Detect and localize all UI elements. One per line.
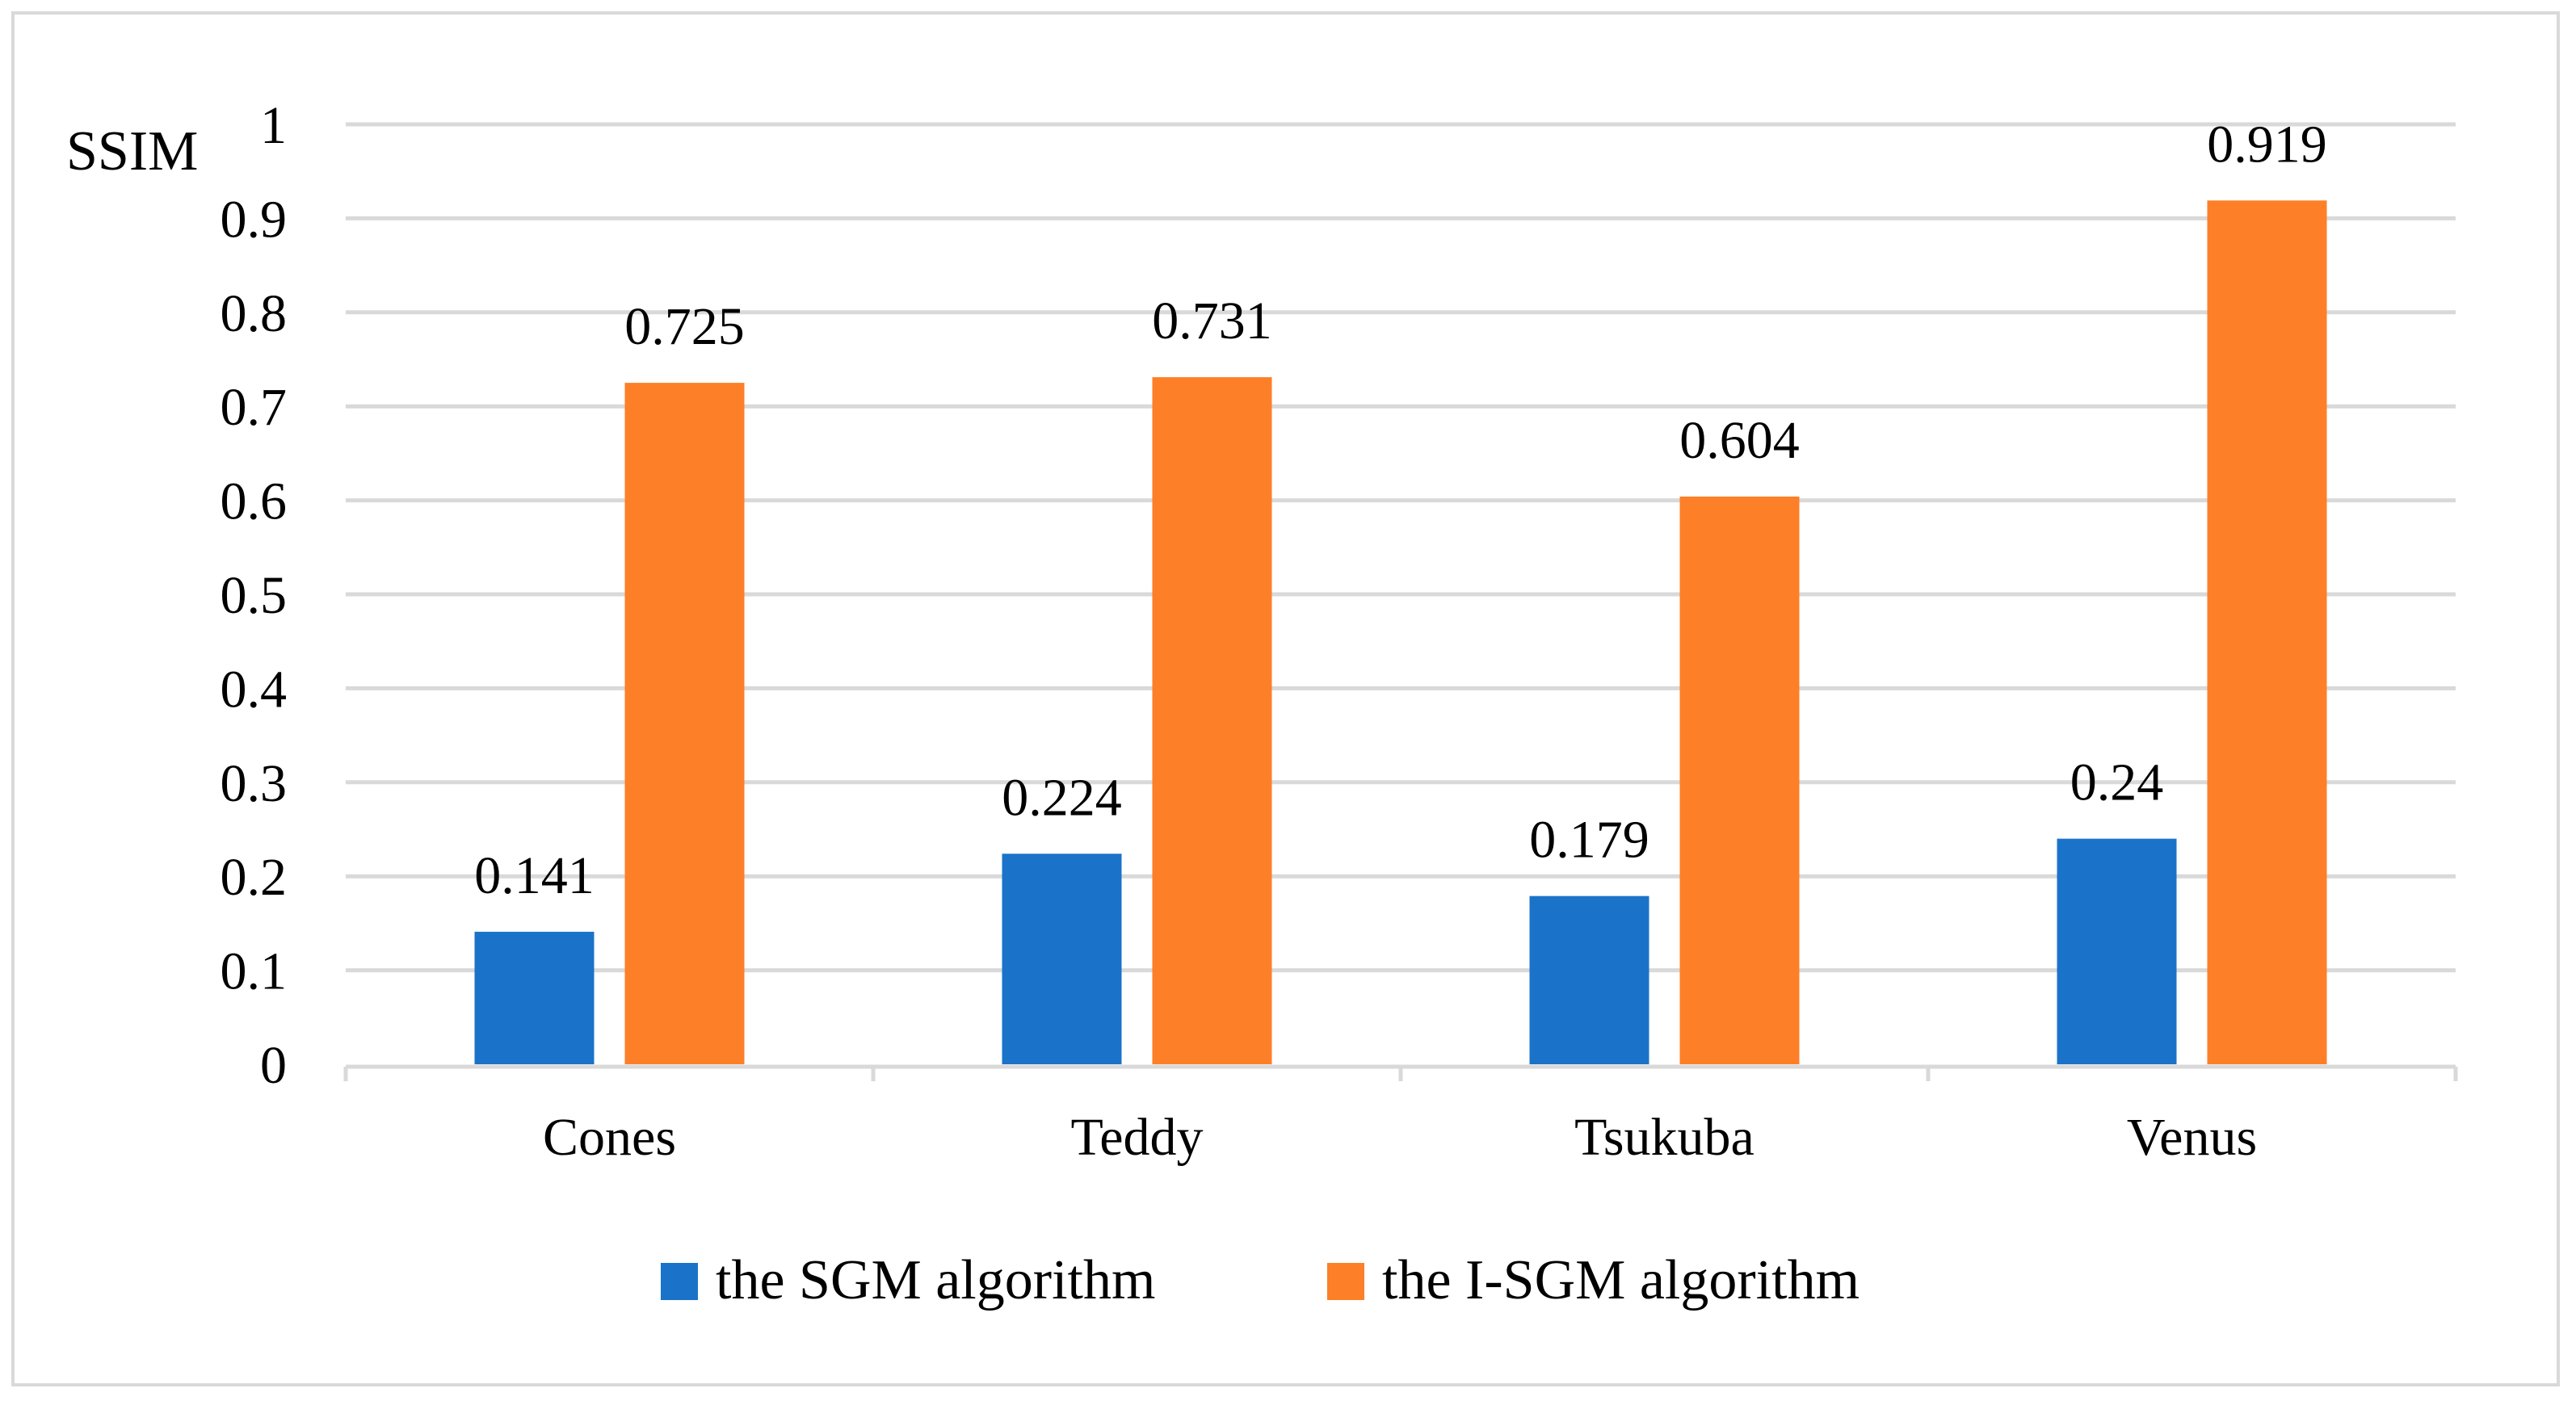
x-tick-label: Tsukuba — [1574, 1108, 1754, 1167]
legend-label: the I-SGM algorithm — [1382, 1249, 1860, 1311]
bar — [1679, 496, 1800, 1064]
y-tick-label: 0.1 — [221, 942, 288, 1001]
data-label: 0.919 — [2207, 115, 2327, 174]
y-tick-label: 0.7 — [221, 378, 288, 437]
y-tick-label: 1 — [260, 96, 287, 155]
x-tick-label: Venus — [2127, 1108, 2257, 1167]
legend-swatch — [1327, 1263, 1364, 1300]
data-label: 0.725 — [624, 297, 745, 356]
x-tick-label: Cones — [543, 1108, 676, 1167]
x-tick-label: Teddy — [1070, 1108, 1203, 1167]
data-label: 0.731 — [1152, 292, 1272, 350]
data-label: 0.24 — [2070, 753, 2164, 812]
data-labels: 0.141 0.725 0.224 0.731 0.179 0.604 0.24 0.919 — [474, 115, 2327, 905]
y-axis-ticks: 0 0.1 0.2 0.3 0.4 0.5 0.6 0.7 0.8 0.9 1 — [221, 96, 288, 1095]
y-tick-label: 0.5 — [221, 566, 288, 625]
bar — [2207, 200, 2327, 1065]
x-axis — [343, 1064, 2458, 1081]
bar — [1152, 377, 1272, 1065]
y-tick-label: 0.8 — [221, 284, 288, 343]
x-axis-ticks: Cones Teddy Tsukuba Venus — [543, 1108, 2257, 1167]
bar — [1002, 854, 1122, 1064]
data-label: 0.179 — [1529, 811, 1649, 870]
y-tick-label: 0 — [260, 1036, 287, 1095]
bar — [624, 383, 745, 1065]
y-axis-title: SSIM — [66, 120, 198, 182]
legend-label: the SGM algorithm — [716, 1249, 1155, 1311]
data-label: 0.224 — [1002, 768, 1122, 827]
y-tick-label: 0.6 — [221, 472, 288, 531]
bars — [474, 200, 2327, 1065]
bar — [474, 931, 595, 1064]
y-tick-label: 0.4 — [221, 660, 288, 719]
bar — [1529, 896, 1649, 1064]
y-tick-label: 0.3 — [221, 754, 288, 813]
data-label: 0.141 — [474, 846, 595, 905]
bar — [2057, 838, 2177, 1064]
chart-frame — [11, 11, 2560, 1386]
legend-swatch — [661, 1263, 698, 1300]
y-tick-label: 0.9 — [221, 190, 288, 249]
legend: the SGM algorithm the I-SGM algorithm — [661, 1249, 1860, 1311]
data-label: 0.604 — [1679, 411, 1800, 470]
y-tick-label: 0.2 — [221, 848, 288, 907]
